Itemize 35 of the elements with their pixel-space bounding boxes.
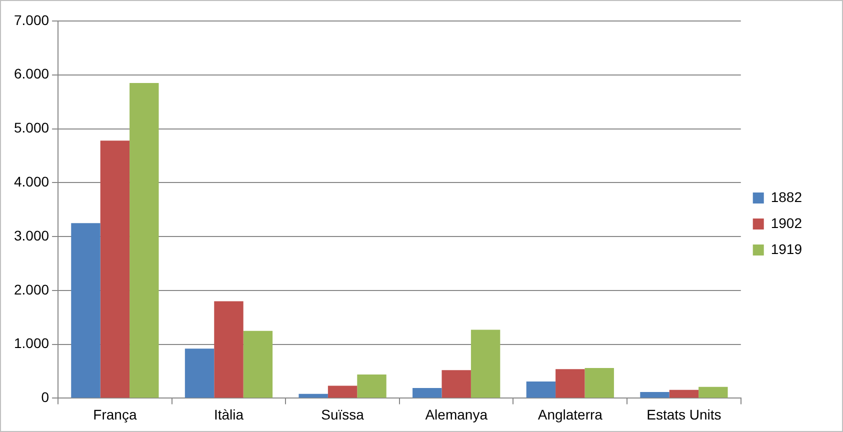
y-tick-label: 4.000 <box>14 174 50 190</box>
bar <box>669 390 699 398</box>
bar <box>584 368 614 398</box>
y-tick-label: 5.000 <box>14 120 50 136</box>
bar <box>357 374 386 398</box>
legend-label: 1882 <box>770 188 802 205</box>
y-tick-label: 2.000 <box>14 281 50 298</box>
x-tick-label: França <box>93 406 137 422</box>
bar <box>526 381 556 398</box>
bar <box>328 386 358 398</box>
bar <box>470 330 500 398</box>
bar <box>243 330 273 398</box>
bar <box>100 140 130 398</box>
bar <box>184 348 214 398</box>
y-tick-label: 1.000 <box>14 335 50 352</box>
y-tick-label: 6.000 <box>14 66 50 82</box>
bar <box>698 386 728 398</box>
bar <box>556 369 585 398</box>
x-tick-label: Anglaterra <box>538 406 603 422</box>
bar <box>130 82 159 398</box>
x-tick-label: Itàlia <box>214 406 244 422</box>
bar <box>640 392 670 398</box>
bar <box>298 394 328 398</box>
x-tick-label: Suïssa <box>321 406 364 422</box>
bar <box>214 301 244 398</box>
bar <box>442 370 471 398</box>
bar <box>71 223 100 398</box>
y-tick-label: 7.000 <box>14 12 50 28</box>
y-tick-label: 3.000 <box>14 227 50 244</box>
y-tick-label: 0 <box>41 389 50 406</box>
bar <box>412 388 442 398</box>
x-tick-label: Estats Units <box>646 406 722 422</box>
legend-label: 1919 <box>770 240 802 257</box>
legend-label: 1902 <box>770 214 802 231</box>
x-tick-label: Alemanya <box>425 406 488 422</box>
